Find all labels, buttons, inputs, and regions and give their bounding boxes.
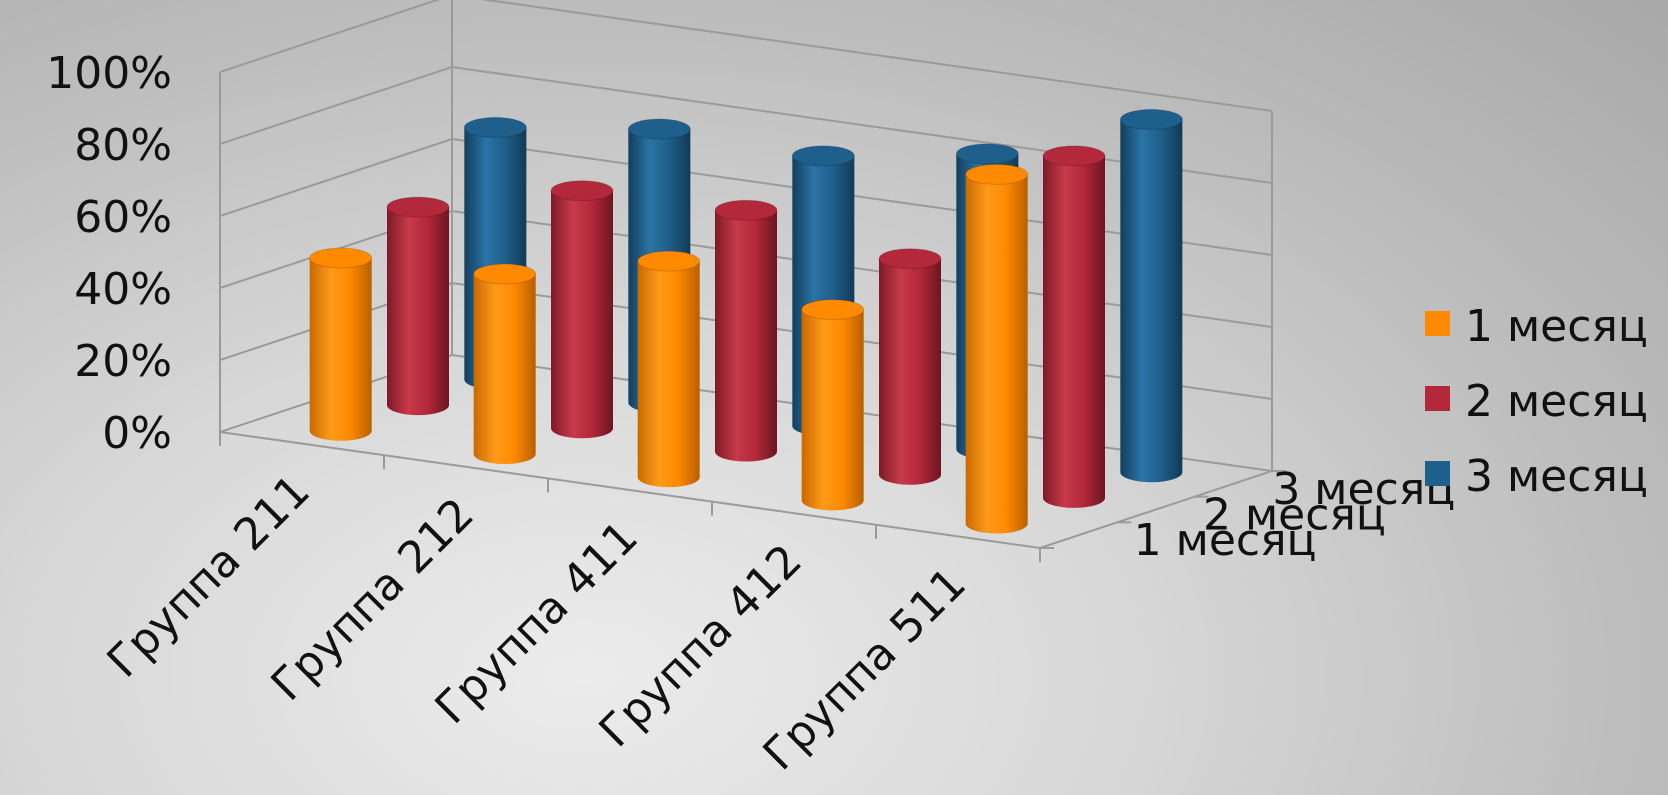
bar (386, 196, 450, 416)
chart-walls (219, 0, 1286, 562)
legend-swatch-3 (1425, 461, 1450, 486)
chart-bars (309, 108, 1183, 534)
gridline (219, 0, 1273, 112)
bar (1119, 108, 1183, 483)
legend-label-1: 1 месяц (1465, 301, 1648, 352)
depth-tick-label: 3 месяц (1272, 464, 1455, 515)
legend-label-3: 3 месяц (1465, 451, 1648, 502)
y-tick-label: 20% (74, 336, 172, 387)
y-tick-label: 0% (102, 408, 172, 459)
depth-tick-label: 1 месяц (1134, 515, 1317, 566)
y-axis: 0% 20% 40% 60% 80% 100% (46, 48, 172, 459)
bar (637, 250, 701, 488)
bar (801, 299, 865, 511)
legend-swatch-2 (1425, 386, 1450, 411)
bar (550, 180, 614, 439)
gridline (219, 65, 1273, 184)
y-tick-label: 60% (74, 192, 172, 243)
y-tick-label: 40% (74, 264, 172, 315)
bar (309, 247, 373, 441)
legend-swatch-1 (1425, 311, 1450, 336)
legend-label-2: 2 месяц (1465, 376, 1648, 427)
bar (714, 199, 778, 462)
y-tick-label: 100% (46, 48, 172, 99)
y-tick-label: 80% (74, 120, 172, 171)
bar (878, 248, 942, 485)
floor-front-edge (219, 431, 1041, 549)
bar (1042, 145, 1106, 508)
legend: 1 месяц 2 месяц 3 месяц (1425, 301, 1648, 502)
depth-tick-label: 2 месяц (1203, 490, 1386, 541)
floor-right-edge (1039, 470, 1273, 549)
bar (473, 263, 537, 464)
bar (965, 163, 1029, 534)
